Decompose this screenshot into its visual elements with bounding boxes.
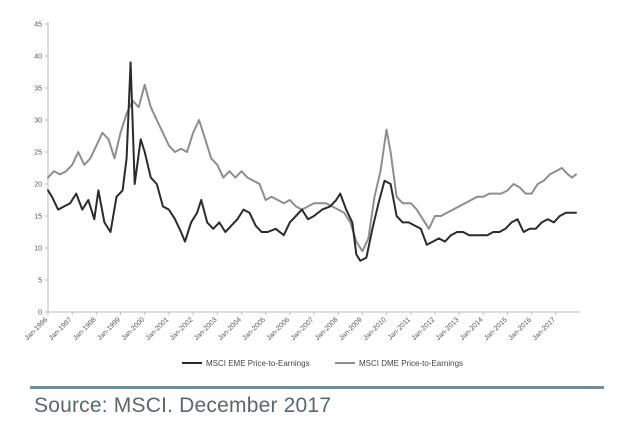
x-tick-label: Jan-1997 bbox=[48, 316, 74, 342]
y-tick-label: 25 bbox=[34, 150, 42, 157]
x-tick-label: Jan-2011 bbox=[387, 316, 412, 341]
y-tick-label: 40 bbox=[34, 54, 42, 61]
series-line-msci-eme-price-to-earnings bbox=[47, 61, 577, 262]
x-tick-label: Jan-2004 bbox=[217, 316, 243, 342]
x-tick-label: Jan-2000 bbox=[121, 316, 147, 342]
x-tick-label: Jan-2002 bbox=[169, 316, 195, 342]
chart-legend: MSCI EME Price-to-Earnings MSCI DME Price… bbox=[182, 359, 463, 368]
y-tick-label: 35 bbox=[34, 86, 42, 93]
x-tick-label: Jan-2003 bbox=[193, 316, 219, 342]
y-tick-label: 5 bbox=[38, 278, 42, 285]
x-tick-label: Jan-2012 bbox=[411, 316, 437, 342]
y-tick-label: 20 bbox=[34, 182, 42, 189]
line-chart: 051015202530354045Jan-1996Jan-1997Jan-19… bbox=[24, 22, 580, 368]
legend-label: MSCI DME Price-to-Earnings bbox=[359, 359, 463, 368]
x-tick-label: Jan-2015 bbox=[483, 316, 509, 342]
x-tick-label: Jan-2008 bbox=[314, 316, 340, 342]
x-tick-label: Jan-2014 bbox=[459, 316, 485, 342]
y-tick-label: 15 bbox=[34, 214, 42, 221]
x-tick-label: Jan-2017 bbox=[532, 316, 558, 342]
x-tick-label: Jan-2013 bbox=[435, 316, 461, 342]
y-tick-label: 10 bbox=[34, 246, 42, 253]
x-tick-label: Jan-1999 bbox=[96, 316, 122, 342]
y-tick-label: 30 bbox=[34, 118, 42, 125]
source-caption: Source: MSCI. December 2017 bbox=[34, 394, 332, 417]
x-tick-label: Jan-2016 bbox=[507, 316, 533, 342]
x-tick-label: Jan-2001 bbox=[145, 316, 171, 342]
divider-rule bbox=[30, 386, 604, 389]
y-tick-label: 45 bbox=[34, 22, 42, 29]
y-tick-label: 0 bbox=[38, 310, 42, 317]
x-tick-label: Jan-2007 bbox=[290, 316, 316, 342]
series-line-msci-dme-price-to-earnings bbox=[47, 83, 577, 253]
chart-axes: 051015202530354045Jan-1996Jan-1997Jan-19… bbox=[24, 22, 580, 342]
x-tick-label: Jan-2009 bbox=[338, 316, 364, 342]
x-tick-label: Jan-2005 bbox=[241, 316, 267, 342]
x-tick-label: Jan-2010 bbox=[362, 316, 388, 342]
chart-series-layer bbox=[47, 61, 577, 262]
legend-label: MSCI EME Price-to-Earnings bbox=[206, 359, 310, 368]
x-tick-label: Jan-2006 bbox=[266, 316, 292, 342]
x-tick-label: Jan-1998 bbox=[72, 316, 98, 342]
x-tick-label: Jan-1996 bbox=[24, 316, 50, 342]
